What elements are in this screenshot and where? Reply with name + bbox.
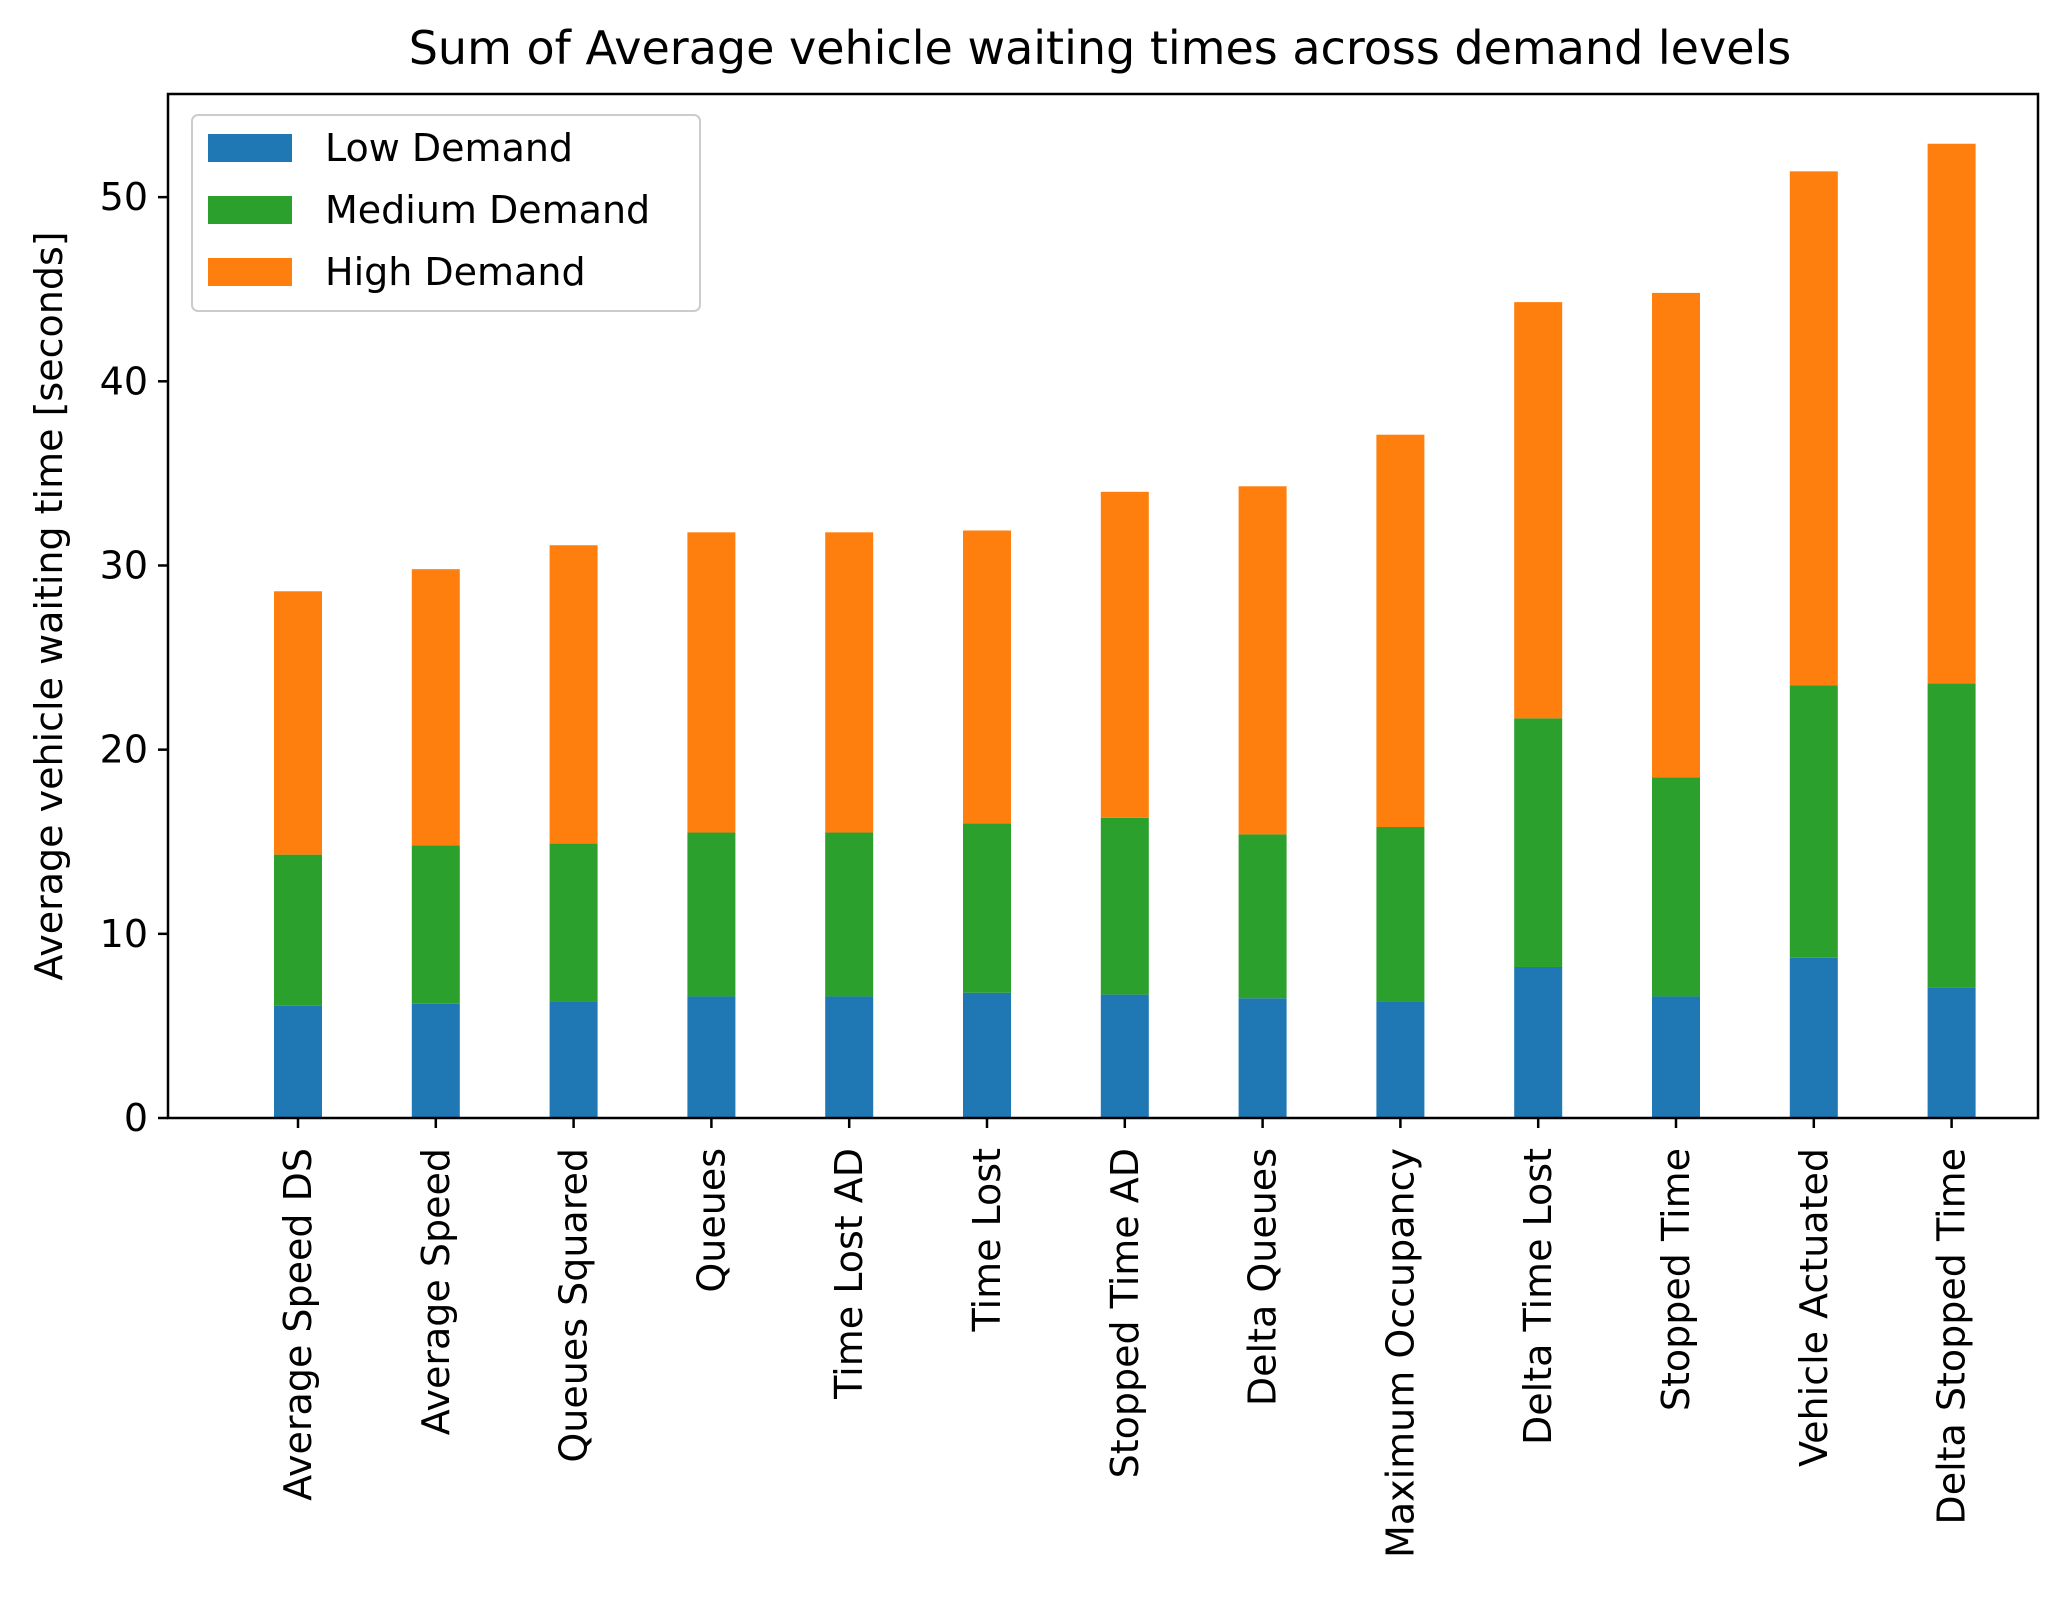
bar-low-demand-8: [1238, 998, 1287, 1118]
bar-layer: [274, 143, 1976, 1118]
y-tick-label: 50: [100, 175, 148, 219]
bar-high-demand-11: [1652, 292, 1700, 778]
bar-low-demand-3: [549, 1001, 598, 1118]
bar-medium-demand-2: [411, 845, 460, 1004]
y-tick-label: 40: [100, 359, 148, 403]
legend-box: [191, 114, 701, 312]
legend-label: Medium Demand: [325, 188, 650, 232]
bar-low-demand-12: [1789, 957, 1838, 1118]
bar-medium-demand-10: [1514, 718, 1563, 967]
bar-high-demand-8: [1238, 486, 1287, 835]
bar-low-demand-10: [1514, 966, 1563, 1118]
legend-swatch-low-demand: [208, 134, 292, 162]
legend-swatch-high-demand: [208, 258, 292, 286]
bar-low-demand-6: [963, 992, 1011, 1118]
bar-high-demand-7: [1100, 491, 1149, 818]
legend-label: High Demand: [325, 250, 586, 294]
x-tick-label: Average Speed: [414, 1148, 458, 1435]
bar-high-demand-3: [549, 545, 598, 844]
bar-low-demand-7: [1100, 994, 1149, 1118]
bar-high-demand-13: [1927, 143, 1976, 684]
bar-medium-demand-3: [549, 843, 598, 1002]
legend-swatch-medium-demand: [208, 196, 292, 224]
x-tick-label: Delta Time Lost: [1516, 1148, 1560, 1445]
bar-high-demand-1: [274, 591, 322, 855]
bar-low-demand-9: [1376, 1001, 1425, 1118]
chart-title: Sum of Average vehicle waiting times acr…: [409, 21, 1792, 75]
x-tick-label: Time Lost: [965, 1148, 1009, 1333]
bar-high-demand-10: [1514, 302, 1563, 719]
x-tick-label: Queues Squared: [552, 1148, 596, 1463]
legend: Low Demand Medium Demand High Demand: [191, 114, 701, 312]
x-tick-label: Queues: [689, 1148, 733, 1293]
plot-frame: [166, 92, 2040, 1120]
x-tick-label: Vehicle Actuated: [1792, 1148, 1836, 1467]
bar-medium-demand-1: [274, 854, 322, 1006]
bar-low-demand-11: [1652, 996, 1700, 1118]
y-axis: 0 10 20 30 40 50: [100, 175, 168, 1140]
x-axis: Average Speed DS Average Speed Queues Squa…: [276, 1118, 1974, 1558]
bar-high-demand-9: [1376, 434, 1425, 828]
x-tick-label: Stopped Time: [1654, 1148, 1698, 1411]
x-tick-label: Average Speed DS: [276, 1148, 320, 1501]
bar-medium-demand-7: [1100, 817, 1149, 995]
bar-medium-demand-8: [1238, 834, 1287, 999]
x-tick-label: Delta Stopped Time: [1930, 1148, 1974, 1525]
y-tick-label: 10: [100, 912, 148, 956]
bar-low-demand-13: [1927, 987, 1976, 1118]
bar-low-demand-1: [274, 1005, 322, 1118]
bar-high-demand-5: [825, 532, 874, 833]
bar-medium-demand-6: [963, 823, 1011, 993]
y-tick-label: 20: [100, 728, 148, 772]
y-tick-label: 30: [100, 543, 148, 587]
bar-medium-demand-12: [1789, 685, 1838, 958]
bar-medium-demand-5: [825, 832, 874, 997]
bar-high-demand-6: [963, 530, 1011, 824]
bar-high-demand-2: [411, 569, 460, 846]
y-tick-label: 0: [124, 1096, 148, 1140]
y-axis-label: Average vehicle waiting time [seconds]: [27, 231, 71, 980]
bar-low-demand-4: [687, 996, 736, 1118]
x-tick-label: Maximum Occupancy: [1378, 1148, 1422, 1558]
bar-medium-demand-11: [1652, 777, 1700, 997]
bar-high-demand-4: [687, 532, 736, 833]
legend-label: Low Demand: [325, 126, 573, 170]
bar-low-demand-2: [411, 1003, 460, 1118]
x-tick-label: Time Lost AD: [827, 1148, 871, 1400]
bar-medium-demand-13: [1927, 683, 1976, 988]
bar-low-demand-5: [825, 996, 874, 1118]
x-tick-label: Stopped Time AD: [1103, 1148, 1147, 1478]
bar-high-demand-12: [1789, 171, 1838, 686]
bar-medium-demand-4: [687, 832, 736, 997]
bar-medium-demand-9: [1376, 827, 1425, 1002]
x-tick-label: Delta Queues: [1241, 1148, 1285, 1406]
